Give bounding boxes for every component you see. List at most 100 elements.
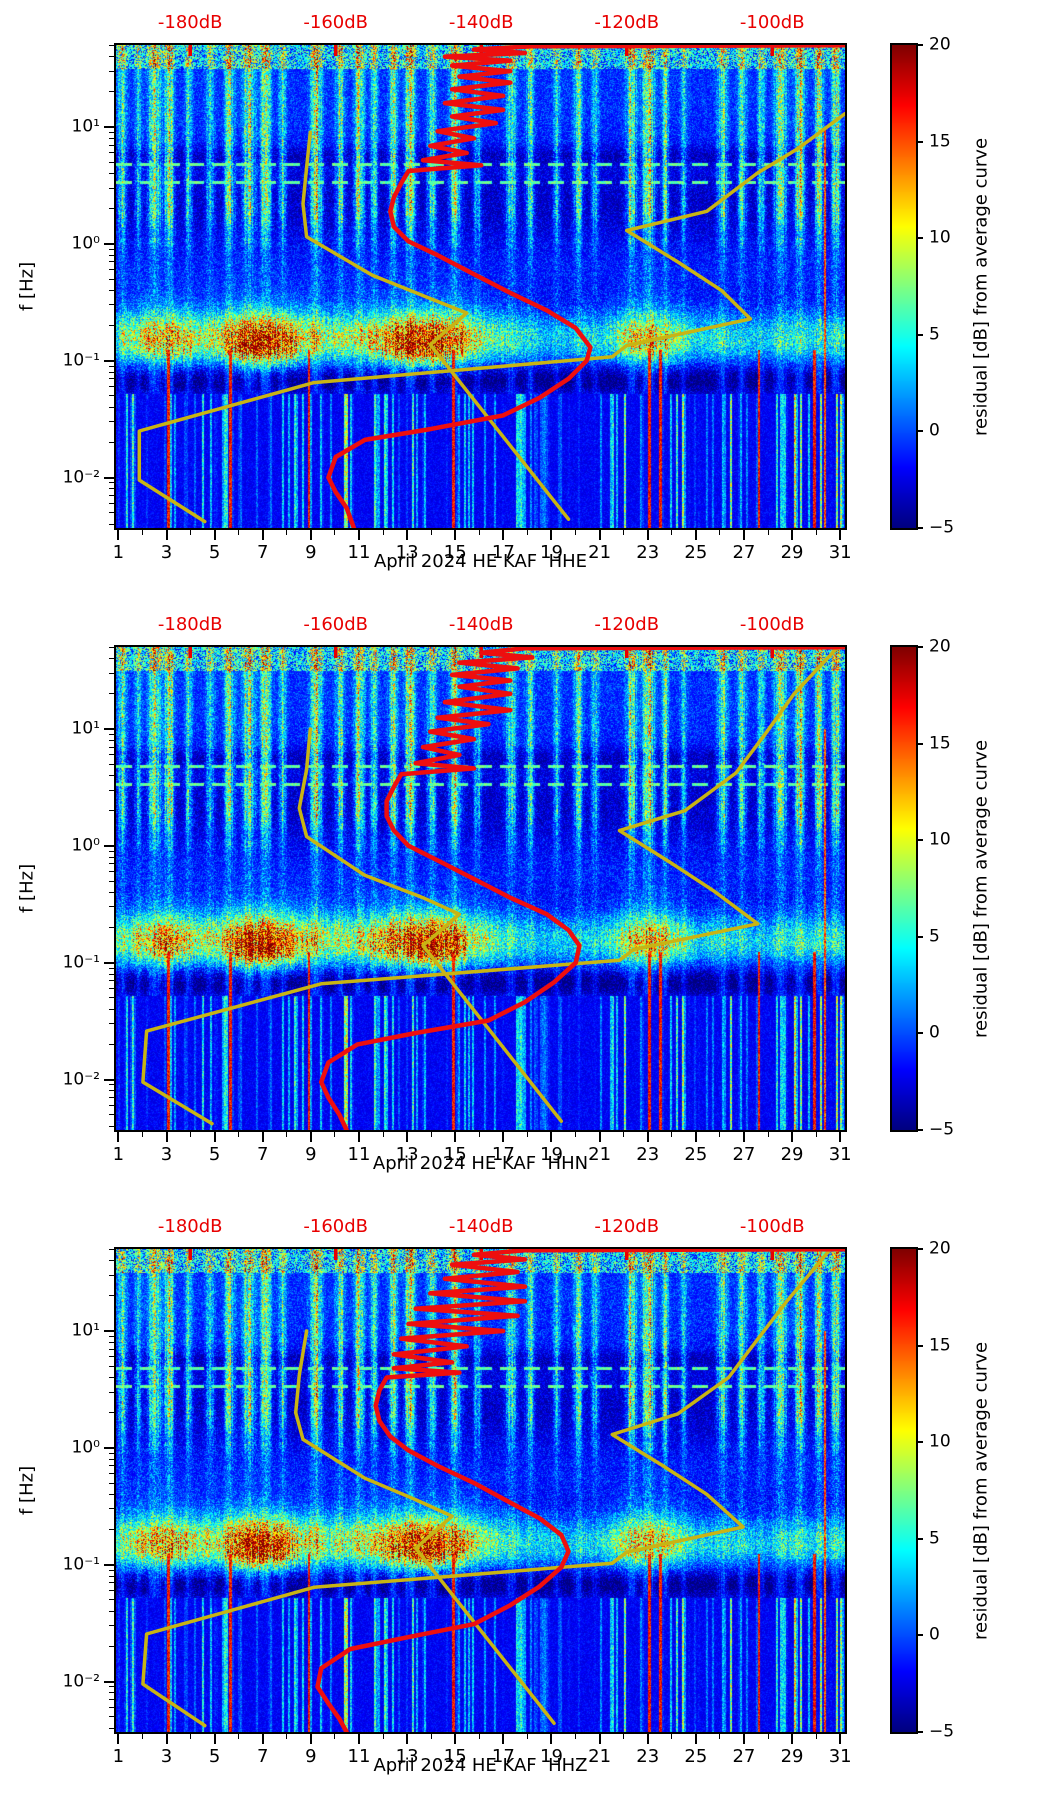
y-tick-label: 10¹ bbox=[71, 718, 100, 739]
db-axis-tick bbox=[334, 45, 338, 56]
x-major-tick bbox=[309, 1132, 312, 1142]
y-minor-tick bbox=[109, 1356, 114, 1358]
y-minor-tick bbox=[109, 646, 114, 648]
db-axis-label: -140dB bbox=[448, 1216, 514, 1237]
x-major-tick bbox=[742, 530, 745, 540]
colorbar-tick bbox=[916, 839, 923, 842]
x-major-tick bbox=[598, 530, 601, 540]
x-tick-label: 11 bbox=[347, 1144, 371, 1165]
x-tick-label: 15 bbox=[443, 1746, 467, 1767]
x-major-tick bbox=[646, 1734, 649, 1744]
y-minor-tick bbox=[109, 144, 114, 146]
y-tick-label: 10⁰ bbox=[71, 835, 100, 856]
x-tick-label: 11 bbox=[347, 542, 371, 563]
x-minor-tick bbox=[767, 1132, 769, 1137]
x-major-tick bbox=[213, 1734, 216, 1744]
y-tick-label: 10¹ bbox=[71, 1320, 100, 1341]
psd-curve bbox=[301, 130, 571, 521]
x-minor-tick bbox=[286, 1132, 288, 1137]
x-minor-tick bbox=[430, 1132, 432, 1137]
x-minor-tick bbox=[719, 530, 721, 535]
y-minor-tick bbox=[109, 1043, 114, 1045]
x-tick-label: 11 bbox=[347, 1746, 371, 1767]
psd-curves-overlay bbox=[141, 1249, 845, 1732]
colorbar-tick bbox=[916, 430, 923, 433]
top-db-axis: -180dB -160dB -140dB -120dB -100dB bbox=[116, 12, 845, 36]
y-minor-tick bbox=[109, 733, 114, 735]
psd-curve bbox=[315, 1249, 845, 1732]
x-minor-tick bbox=[526, 1132, 528, 1137]
x-tick-label: 3 bbox=[160, 1144, 173, 1165]
x-minor-tick bbox=[334, 1734, 336, 1739]
x-minor-tick bbox=[478, 1132, 480, 1137]
y-minor-tick bbox=[109, 1125, 114, 1127]
x-minor-tick bbox=[575, 530, 577, 535]
y-tick-label: 10⁻² bbox=[62, 1671, 100, 1692]
y-minor-tick bbox=[109, 378, 114, 380]
colorbar-tick bbox=[916, 1731, 923, 1733]
colorbar-tick-label: 5 bbox=[929, 324, 940, 345]
colorbar-tick bbox=[916, 1248, 923, 1250]
y-tick-label: 10⁰ bbox=[71, 233, 100, 254]
x-minor-tick bbox=[671, 530, 673, 535]
y-minor-tick bbox=[109, 850, 114, 852]
x-tick-label: 29 bbox=[780, 1746, 804, 1767]
x-major-tick bbox=[213, 530, 216, 540]
y-minor-tick bbox=[109, 1365, 114, 1367]
x-minor-tick bbox=[719, 1734, 721, 1739]
x-tick-label: 23 bbox=[636, 1746, 660, 1767]
y-minor-tick bbox=[109, 56, 114, 58]
x-tick-label: 21 bbox=[588, 1746, 612, 1767]
y-minor-tick bbox=[109, 1529, 114, 1530]
x-minor-tick bbox=[430, 530, 432, 535]
x-minor-tick bbox=[190, 530, 192, 535]
y-minor-tick bbox=[109, 880, 114, 882]
y-minor-tick bbox=[109, 1412, 114, 1414]
colorbar-tick bbox=[916, 1344, 923, 1347]
colorbar-gradient bbox=[892, 45, 916, 528]
y-minor-tick bbox=[109, 1295, 114, 1297]
colorbar-tick bbox=[916, 140, 923, 143]
y-major-tick bbox=[104, 961, 114, 964]
y-minor-tick bbox=[109, 967, 114, 969]
y-major-tick bbox=[104, 1680, 114, 1683]
y-major-tick bbox=[104, 359, 114, 362]
y-minor-tick bbox=[109, 1335, 114, 1337]
x-major-tick bbox=[358, 1734, 360, 1744]
db-axis-tick bbox=[625, 1249, 629, 1260]
colorbar-tick-label: 20 bbox=[929, 1238, 951, 1259]
y-minor-tick bbox=[109, 1625, 114, 1627]
x-tick-label: 19 bbox=[540, 1746, 563, 1767]
x-minor-tick bbox=[382, 1734, 384, 1739]
x-tick-label: 5 bbox=[208, 542, 221, 563]
y-minor-tick bbox=[109, 502, 114, 504]
y-minor-tick bbox=[109, 325, 114, 326]
x-tick-label: 15 bbox=[443, 542, 467, 563]
y-minor-tick bbox=[109, 1391, 114, 1393]
x-tick-label: 27 bbox=[732, 1144, 756, 1165]
y-minor-tick bbox=[109, 137, 114, 139]
x-tick-label: 9 bbox=[305, 542, 317, 563]
x-major-tick bbox=[309, 1734, 312, 1744]
y-minor-tick bbox=[109, 1582, 114, 1584]
db-axis-tick bbox=[625, 45, 629, 56]
x-minor-tick bbox=[478, 530, 480, 535]
y-minor-tick bbox=[109, 863, 114, 865]
y-minor-tick bbox=[109, 365, 114, 367]
y-minor-tick bbox=[109, 672, 114, 674]
psd-curve bbox=[326, 45, 845, 528]
x-minor-tick bbox=[815, 530, 817, 535]
db-axis-label: -180dB bbox=[157, 614, 223, 635]
y-major-tick bbox=[104, 476, 114, 479]
y-minor-tick bbox=[109, 1686, 114, 1688]
y-axis-label: f [Hz] bbox=[16, 863, 38, 914]
colorbar-tick-label: 15 bbox=[929, 733, 951, 754]
colorbar-tick-label: −5 bbox=[929, 1119, 955, 1140]
x-tick-label: 1 bbox=[112, 1746, 125, 1767]
x-minor-tick bbox=[190, 1132, 192, 1137]
x-major-tick bbox=[261, 530, 264, 540]
y-minor-tick bbox=[109, 289, 114, 291]
spectrogram-plot bbox=[114, 645, 847, 1132]
x-major-tick bbox=[550, 530, 553, 540]
y-major-tick bbox=[104, 242, 114, 245]
